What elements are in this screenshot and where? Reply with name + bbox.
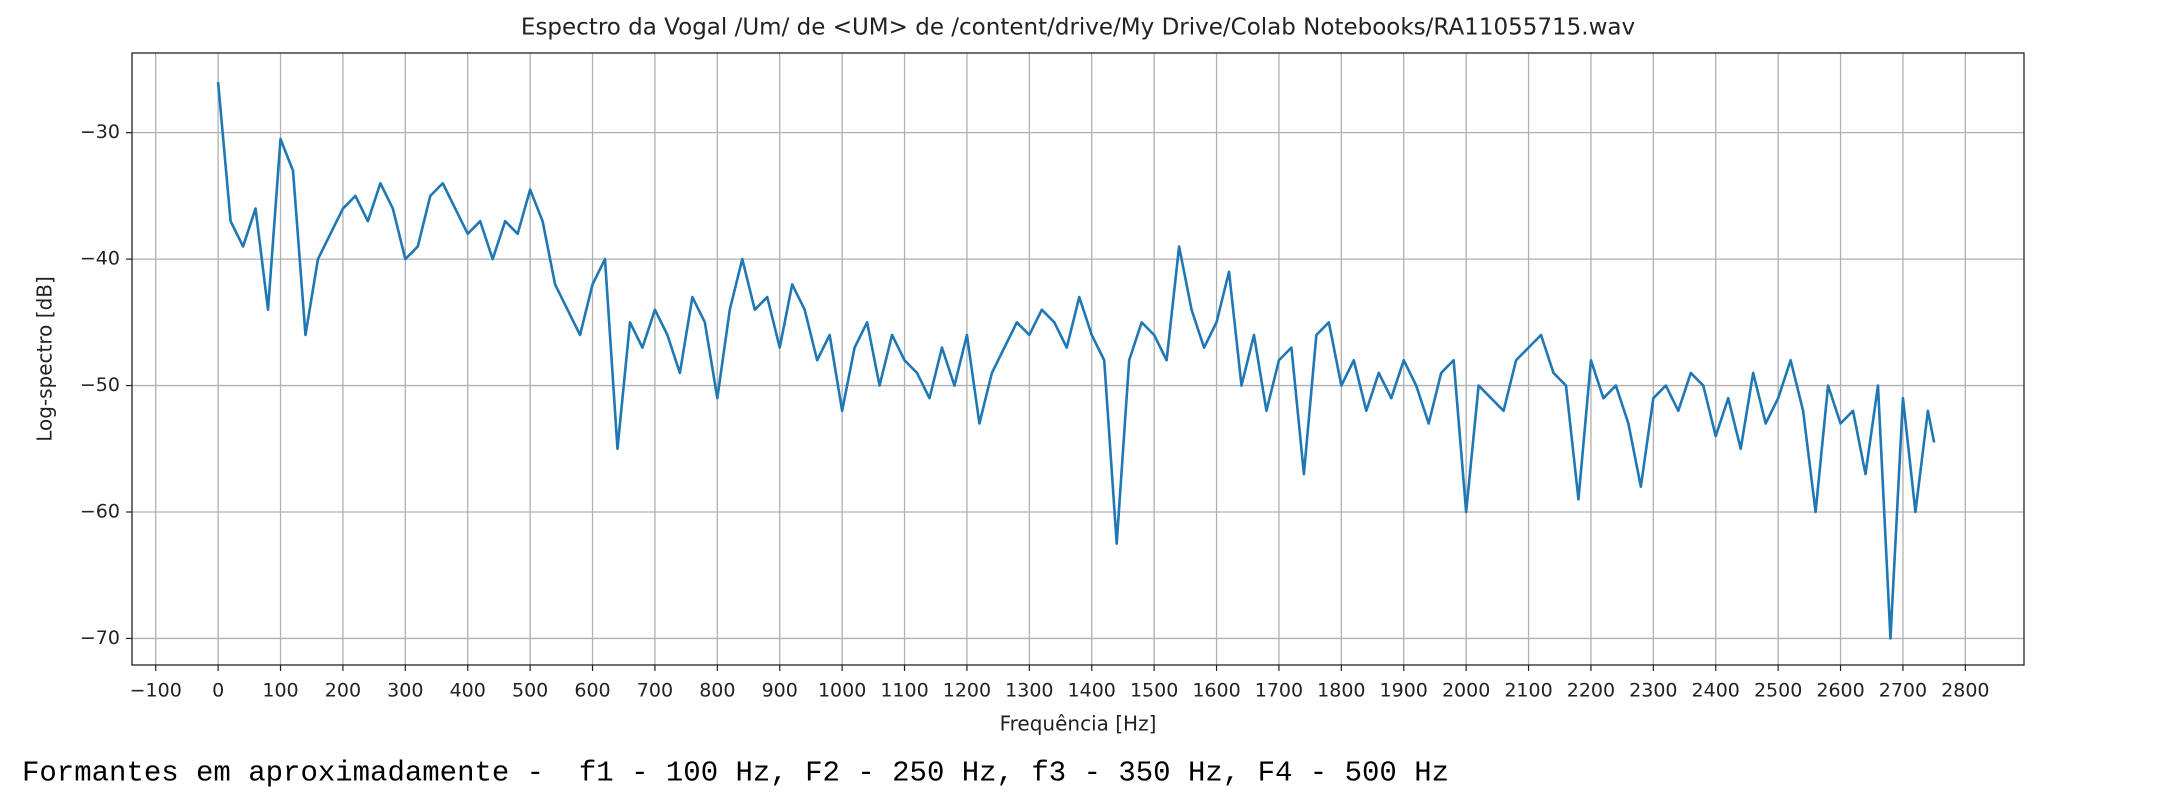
y-axis-label: Log-spectro [dB] (33, 276, 57, 442)
x-tick-label: 1600 (1192, 680, 1240, 702)
y-tick-label: −70 (80, 627, 120, 649)
y-tick-label: −50 (80, 374, 120, 396)
x-tick-label: 1100 (880, 680, 928, 702)
x-tick-label: 2000 (1442, 680, 1490, 702)
x-tick-label: 2300 (1629, 680, 1677, 702)
x-tick-label: 0 (212, 680, 224, 702)
y-tick-label: −40 (80, 248, 120, 270)
x-tick-label: 1900 (1380, 680, 1428, 702)
x-tick-label: 200 (325, 680, 361, 702)
plot-frame (131, 52, 2025, 666)
x-tick-label: 800 (699, 680, 735, 702)
x-tick-label: 2700 (1879, 680, 1927, 702)
data-line (216, 81, 1936, 640)
x-tick-label: 900 (762, 680, 798, 702)
x-tick-label: 600 (574, 680, 610, 702)
x-tick-label: 300 (387, 680, 423, 702)
x-tick-label: −100 (130, 680, 182, 702)
x-tick-label: 100 (262, 680, 298, 702)
x-tick-label: 1000 (818, 680, 866, 702)
x-tick-label: 1200 (943, 680, 991, 702)
y-tick-label: −30 (80, 121, 120, 143)
x-tick-label: 1400 (1068, 680, 1116, 702)
x-tick-label: 1300 (1005, 680, 1053, 702)
x-tick-label: 2600 (1816, 680, 1864, 702)
x-tick-label: 2400 (1692, 680, 1740, 702)
x-tick-label: 2800 (1941, 680, 1989, 702)
x-tick-label: 1800 (1317, 680, 1365, 702)
x-tick-label: 400 (450, 680, 486, 702)
y-tick-label: −60 (80, 501, 120, 523)
x-axis-label: Frequência [Hz] (1000, 712, 1157, 736)
x-tick-label: 500 (512, 680, 548, 702)
x-tick-label: 1700 (1255, 680, 1303, 702)
footer-note: Formantes em aproximadamente - f1 - 100 … (22, 757, 1449, 790)
x-tick-label: 2500 (1754, 680, 1802, 702)
x-tick-label: 700 (637, 680, 673, 702)
x-tick-label: 2100 (1504, 680, 1552, 702)
x-tick-label: 2200 (1567, 680, 1615, 702)
chart-title: Espectro da Vogal /Um/ de <UM> de /conte… (521, 15, 1635, 41)
x-tick-label: 1500 (1130, 680, 1178, 702)
